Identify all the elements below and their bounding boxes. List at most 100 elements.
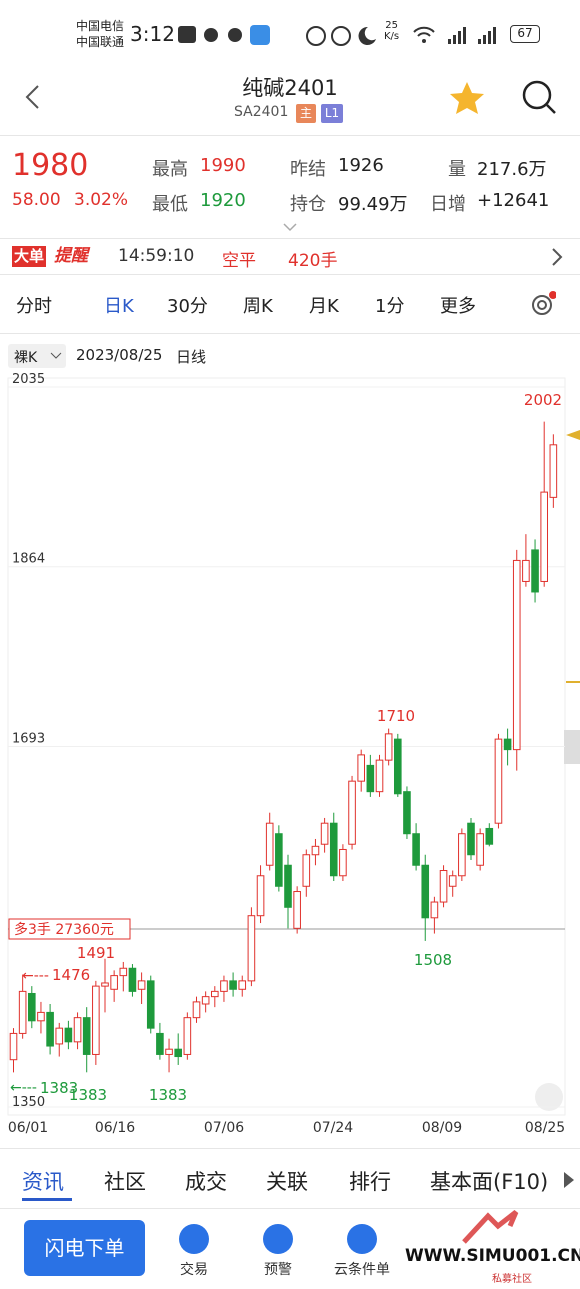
code: SA2401: [234, 104, 289, 120]
annotation-arrow: ←---: [22, 968, 49, 984]
mode-box[interactable]: [8, 344, 66, 368]
period-tab[interactable]: 分时: [16, 296, 52, 317]
candle-body: [284, 864, 292, 908]
label: 持仓: [290, 194, 326, 215]
favorite-button[interactable]: [448, 80, 486, 116]
candle-body: [384, 733, 393, 761]
candle-body: [293, 891, 301, 929]
info-tab[interactable]: 社区: [104, 1170, 146, 1194]
period-tab[interactable]: 30分: [167, 296, 208, 317]
candle-body: [201, 996, 210, 1005]
zoom-button[interactable]: [535, 1083, 563, 1111]
candle-body: [302, 854, 311, 887]
candle-body: [430, 901, 439, 919]
nav-item[interactable]: 云条件单: [334, 1262, 390, 1278]
volume: 217.6万: [477, 159, 547, 180]
change-pct: 3.02%: [74, 190, 129, 210]
annotation-arrow: ←---: [10, 1080, 37, 1096]
side-handle[interactable]: [564, 730, 580, 764]
info-tab[interactable]: 排行: [349, 1170, 391, 1194]
candle-body: [348, 780, 356, 845]
x-tick-label: 07/06: [204, 1120, 244, 1136]
candle-body: [329, 822, 338, 877]
period-tab[interactable]: 日K: [104, 296, 134, 317]
period-tab[interactable]: 月K: [309, 296, 339, 317]
info-tab[interactable]: 资讯: [22, 1170, 64, 1194]
candle-body: [403, 791, 411, 835]
alert-qty: 420手: [288, 251, 338, 271]
carrier: 中国联通: [76, 35, 125, 49]
nav-icon[interactable]: [347, 1224, 377, 1254]
candle-body: [458, 833, 466, 877]
watermark-logo: [462, 1210, 519, 1244]
candle-body: [73, 1017, 82, 1043]
oi-increase: +12641: [477, 190, 550, 211]
candle-body: [357, 754, 365, 782]
back-button[interactable]: [22, 84, 46, 110]
alert-time: 14:59:10: [118, 246, 195, 266]
candle-body: [28, 992, 36, 1022]
candle-body: [110, 975, 118, 990]
low: 1920: [200, 190, 246, 211]
label: 昨结: [290, 159, 326, 180]
period-tab[interactable]: 1分: [375, 296, 405, 317]
tabs-more[interactable]: [562, 1170, 576, 1190]
candle-body: [256, 875, 265, 917]
settings-button[interactable]: [528, 291, 556, 319]
open-interest: 99.49万: [338, 194, 408, 215]
nav-item[interactable]: 预警: [264, 1262, 292, 1278]
candle-body: [421, 864, 430, 919]
info-tab[interactable]: 基本面(F10): [430, 1170, 549, 1194]
candle-body: [238, 980, 247, 990]
candle-body: [229, 980, 237, 990]
change: 58.00: [12, 190, 61, 210]
candle-body: [247, 915, 256, 982]
alert-action: 空平: [222, 251, 256, 271]
candle-body: [156, 1032, 164, 1055]
candle-body: [320, 822, 329, 845]
candle-body: [64, 1027, 73, 1043]
period-tab[interactable]: 更多: [440, 296, 476, 317]
candle-body: [82, 1017, 91, 1055]
carrier: 中国电信: [76, 19, 125, 33]
main-tag: 主: [296, 104, 316, 123]
candle-body: [55, 1027, 64, 1045]
nav-icon[interactable]: [179, 1224, 209, 1254]
nav-item[interactable]: 交易: [180, 1262, 208, 1278]
alert-more[interactable]: [550, 247, 564, 267]
candle-body: [128, 967, 137, 992]
period-tab[interactable]: 周K: [243, 296, 273, 317]
candle-body: [394, 738, 402, 795]
label: 最低: [152, 194, 188, 215]
high: 1990: [200, 155, 246, 176]
info-tab[interactable]: 关联: [266, 1170, 308, 1194]
candle-body: [265, 822, 274, 866]
search-button[interactable]: [520, 78, 558, 116]
info-tab[interactable]: 成交: [185, 1170, 227, 1194]
x-tick-label: 08/25: [525, 1120, 565, 1136]
candle-body: [439, 870, 448, 903]
chart-mode[interactable]: 裸K: [14, 350, 38, 366]
candle-body: [375, 759, 384, 793]
speed: 25: [385, 20, 398, 31]
status-icons: [178, 25, 376, 46]
annotation: 1491: [77, 944, 115, 962]
quick-order-button[interactable]: 闪电下单: [24, 1220, 145, 1276]
position-box: [8, 918, 131, 940]
battery: 67: [510, 25, 540, 43]
divider: [0, 135, 580, 136]
candle-body: [174, 1048, 182, 1058]
expand-icon[interactable]: [282, 222, 298, 232]
candle-body: [476, 833, 484, 866]
annotation: 1383: [149, 1086, 187, 1104]
annotation: 1383: [69, 1086, 107, 1104]
speed-unit: K/s: [384, 31, 400, 42]
candle-body: [339, 848, 347, 877]
candle-body: [512, 559, 521, 751]
candle-body: [37, 1011, 45, 1022]
nav-icon[interactable]: [263, 1224, 293, 1254]
candle-body: [165, 1048, 173, 1055]
clock: 3:12: [130, 22, 175, 46]
position-label: 多3手 27360元: [14, 921, 114, 938]
candle-body: [467, 822, 475, 856]
